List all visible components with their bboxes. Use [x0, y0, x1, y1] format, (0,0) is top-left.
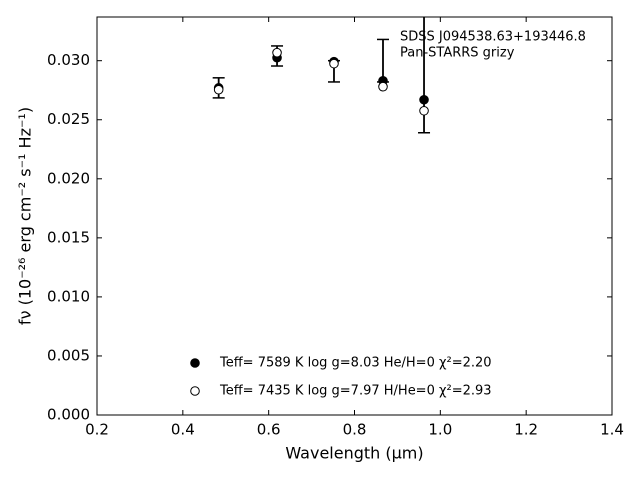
x-tick-label: 0.6: [257, 421, 281, 439]
y-tick-label: 0.015: [47, 228, 90, 246]
x-tick-label: 0.4: [171, 421, 195, 439]
legend-label: Teff= 7435 K log g=7.97 H/He=0 χ²=2.93: [219, 384, 492, 399]
model-point: [329, 58, 339, 69]
legend-marker: [190, 386, 200, 396]
y-tick-label: 0.000: [47, 406, 90, 424]
model-point: [272, 47, 282, 58]
legend-label: Teff= 7589 K log g=8.03 He/H=0 χ²=2.20: [219, 356, 492, 371]
x-tick-label: 1.2: [514, 421, 538, 439]
y-tick-label: 0.030: [47, 51, 90, 69]
y-axis-label: fν (10⁻²⁶ erg cm⁻² s⁻¹ Hz⁻¹): [16, 107, 35, 325]
model-point: [419, 105, 429, 116]
model-point: [419, 94, 429, 105]
legend-marker: [190, 358, 200, 368]
x-tick-label: 0.8: [343, 421, 367, 439]
y-tick-label: 0.025: [47, 110, 90, 128]
x-axis-label: Wavelength (μm): [285, 444, 423, 463]
y-tick-label: 0.005: [47, 346, 90, 364]
y-tick-label: 0.020: [47, 169, 90, 187]
y-tick-label: 0.010: [47, 287, 90, 305]
annotation: Pan-STARRS grizy: [400, 46, 515, 61]
model-point: [378, 81, 388, 92]
x-tick-label: 0.2: [85, 421, 109, 439]
annotation: SDSS J094538.63+193446.8: [400, 30, 586, 45]
x-tick-label: 1.4: [600, 421, 624, 439]
plot-area: [212, 17, 431, 134]
x-tick-label: 1.0: [428, 421, 452, 439]
model-point: [213, 84, 224, 95]
